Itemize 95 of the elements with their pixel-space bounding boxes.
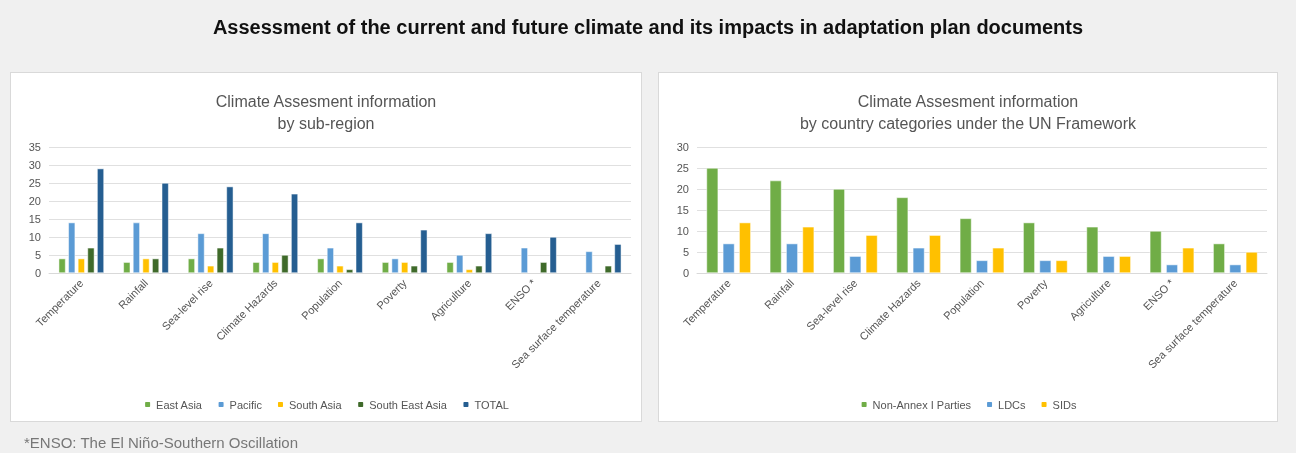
y-tick-label: 15 xyxy=(28,213,41,225)
y-tick-label: 25 xyxy=(676,162,689,174)
y-tick-label: 25 xyxy=(28,177,41,189)
y-tick-label: 0 xyxy=(682,267,689,279)
bar xyxy=(226,186,234,273)
bar xyxy=(1182,247,1195,273)
bar xyxy=(326,247,334,273)
bar xyxy=(291,193,298,273)
bar xyxy=(1213,243,1225,273)
bar xyxy=(1149,231,1162,273)
bar xyxy=(1245,252,1258,273)
bar xyxy=(391,258,399,273)
bar xyxy=(216,247,224,273)
bar xyxy=(317,258,325,273)
bar xyxy=(271,262,279,273)
bar xyxy=(281,255,289,273)
bar xyxy=(77,258,85,273)
bar xyxy=(786,243,798,273)
y-tick-label: 20 xyxy=(28,195,41,207)
bar xyxy=(833,189,845,273)
bar xyxy=(896,197,909,273)
bar xyxy=(207,265,215,273)
y-tick-label: 35 xyxy=(28,141,41,153)
bar xyxy=(161,183,169,273)
legend-label: Non-Annex I Parties xyxy=(872,398,972,411)
bar xyxy=(722,243,735,273)
bar xyxy=(152,258,160,273)
legend-label: East Asia xyxy=(156,398,203,411)
legend-label: Pacific xyxy=(229,398,263,411)
y-tick-label: 5 xyxy=(682,246,689,258)
bar xyxy=(1055,260,1068,273)
legend-label: South East Asia xyxy=(369,398,448,411)
legend-label: TOTAL xyxy=(474,398,509,411)
bar xyxy=(142,258,150,273)
bar xyxy=(446,262,454,273)
y-tick-label: 5 xyxy=(34,249,41,261)
bar xyxy=(262,233,270,273)
bar xyxy=(87,247,95,273)
bar xyxy=(802,226,815,273)
bar xyxy=(929,235,941,273)
bar xyxy=(1166,264,1178,273)
bar xyxy=(614,244,622,273)
chart-subtitle: Climate Assesment information by sub-region xyxy=(215,92,437,132)
bar xyxy=(585,251,593,273)
bar xyxy=(1119,256,1131,273)
bar xyxy=(540,262,548,273)
bar xyxy=(706,168,719,273)
chart-title: Assessment of the current and future climate and its impacts in adaptation plan documents xyxy=(211,16,1085,39)
bar xyxy=(865,235,878,273)
bar xyxy=(410,265,418,273)
text: *ENSO: The El Niño-Southern Oscillation xyxy=(24,434,299,451)
legend-label: SIDs xyxy=(1052,398,1077,411)
bar xyxy=(465,269,473,273)
bar xyxy=(382,262,389,273)
bar xyxy=(336,265,344,273)
legend-label: LDCs xyxy=(998,398,1027,411)
bar xyxy=(1102,256,1115,273)
bar xyxy=(456,255,464,273)
bar xyxy=(252,262,260,273)
bar xyxy=(420,229,428,273)
bar xyxy=(188,258,195,273)
bar xyxy=(1229,264,1242,273)
y-tick-label: 10 xyxy=(676,225,689,237)
bar xyxy=(475,265,483,273)
y-tick-label: 30 xyxy=(28,159,41,171)
bar xyxy=(739,222,751,273)
y-tick-label: 0 xyxy=(34,267,41,279)
bar xyxy=(992,247,1005,273)
bar xyxy=(1039,260,1052,273)
bar xyxy=(912,247,925,273)
bar xyxy=(68,222,76,273)
bar xyxy=(346,269,354,273)
y-tick-label: 10 xyxy=(28,231,41,243)
bar xyxy=(769,180,782,273)
bar xyxy=(959,218,972,273)
legend-label: South Asia xyxy=(288,398,343,411)
chart-title: Climate Assesment information by country categories under the UN Framework xyxy=(799,92,1138,132)
bar xyxy=(1086,226,1099,273)
y-tick-label: 15 xyxy=(676,204,689,216)
y-tick-label: 30 xyxy=(676,141,689,153)
bar xyxy=(58,258,66,273)
bar xyxy=(604,265,612,273)
bar xyxy=(485,233,492,273)
bar xyxy=(132,222,140,273)
y-tick-label: 20 xyxy=(676,183,689,195)
bar xyxy=(1023,222,1035,273)
bar xyxy=(549,237,557,273)
bar xyxy=(976,260,988,273)
bar xyxy=(401,262,409,273)
bar xyxy=(355,222,363,273)
bar xyxy=(849,256,862,273)
bar xyxy=(520,247,528,273)
bar xyxy=(197,233,205,273)
bar xyxy=(97,168,104,273)
bar xyxy=(123,262,131,273)
